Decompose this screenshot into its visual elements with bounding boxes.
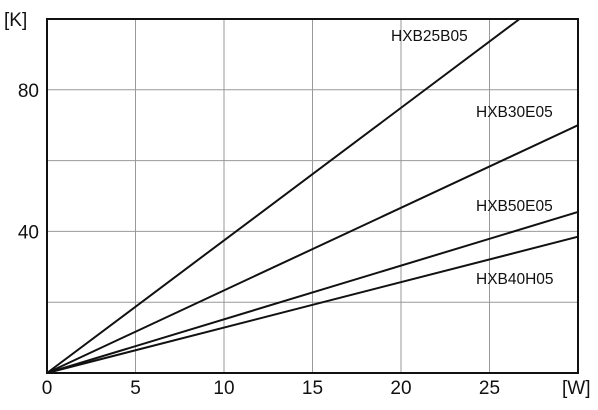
- x-axis-unit-label: [W]: [562, 378, 591, 399]
- series-line-hxb40h05: [46, 235, 579, 374]
- x-tick-label: 10: [213, 378, 234, 399]
- x-tick-label: 20: [390, 378, 411, 399]
- y-axis-unit-label: [K]: [4, 10, 27, 31]
- y-tick-labels: 40 80: [18, 81, 39, 244]
- series-line-hxb30e05: [46, 124, 579, 374]
- y-tick-label: 40: [18, 222, 39, 243]
- series-label-hxb25b05: HXB25B05: [391, 28, 468, 45]
- series-line-hxb50e05: [46, 210, 579, 374]
- x-tick-label: 0: [42, 378, 53, 399]
- plot-frame: [46, 18, 579, 374]
- x-tick-label: 15: [302, 378, 323, 399]
- x-tick-label: 5: [130, 378, 141, 399]
- x-tick-label: 25: [479, 378, 500, 399]
- series-labels: HXB25B05 HXB30E05 HXB50E05 HXB40H05: [391, 28, 554, 288]
- series-label-hxb50e05: HXB50E05: [476, 198, 553, 215]
- x-tick-labels: 0 5 10 15 20 25: [42, 378, 500, 399]
- y-tick-label: 80: [18, 81, 39, 102]
- series-lines: [46, 18, 579, 374]
- series-label-hxb30e05: HXB30E05: [476, 104, 553, 121]
- series-line-hxb25b05: [46, 18, 521, 374]
- series-label-hxb40h05: HXB40H05: [476, 271, 554, 288]
- grid-lines: [47, 19, 578, 373]
